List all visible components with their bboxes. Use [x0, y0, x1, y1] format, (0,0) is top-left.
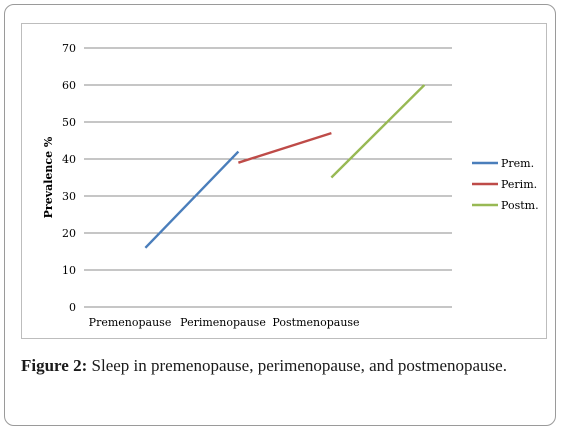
y-tick-label: 30: [62, 190, 76, 203]
grid-lines: [84, 47, 452, 308]
y-tick-label: 0: [69, 301, 76, 314]
x-tick-labels: Premenopause Perimenopause Postmenopause: [89, 316, 360, 329]
series-line-perim: [238, 131, 332, 164]
y-tick-labels: 0 10 20 30 40 50 60 70: [62, 42, 76, 314]
legend-label: Perim.: [501, 178, 537, 191]
y-tick-label: 50: [62, 116, 76, 129]
y-tick-label: 60: [62, 79, 76, 92]
y-tick-label: 70: [62, 42, 76, 55]
y-tick-label: 10: [62, 264, 76, 277]
line-chart: 0 10 20 30 40 50 60 70 Premenopause Perimenopaus…: [42, 42, 539, 329]
x-tick-label: Premenopause: [89, 316, 172, 329]
x-tick-label: Perimenopause: [180, 316, 266, 329]
legend: Prem. Perim. Postm.: [472, 157, 539, 212]
series-line-prem: [144, 150, 240, 249]
y-tick-label: 20: [62, 227, 76, 240]
legend-label: Postm.: [501, 199, 539, 212]
figure-caption: Figure 2: Sleep in premenopause, perimen…: [21, 353, 553, 378]
x-tick-label: Postmenopause: [272, 316, 359, 329]
chart-container: 0 10 20 30 40 50 60 70 Premenopause Perimenopaus…: [21, 23, 547, 339]
y-axis-label: Prevalence %: [42, 136, 55, 218]
figure-frame: 0 10 20 30 40 50 60 70 Premenopause Perimenopaus…: [4, 4, 556, 426]
series-line-postm: [330, 84, 426, 179]
caption-label: Figure 2:: [21, 356, 88, 375]
legend-label: Prem.: [501, 157, 534, 170]
y-tick-label: 40: [62, 153, 76, 166]
series-lines: [144, 84, 426, 249]
caption-text: Sleep in premenopause, perimenopause, an…: [91, 356, 507, 375]
